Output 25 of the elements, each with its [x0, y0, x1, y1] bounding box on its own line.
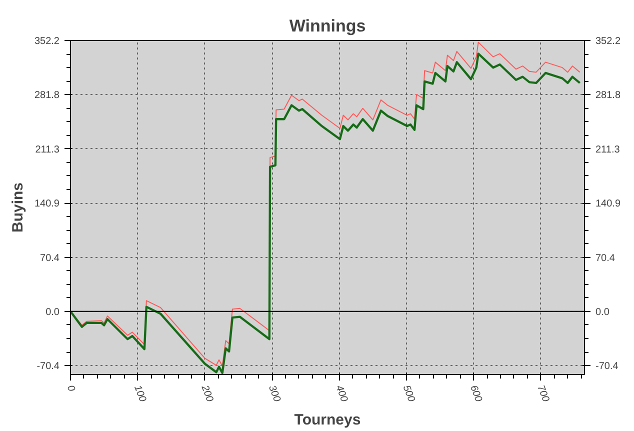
y-tick-label: 281.8	[34, 90, 60, 102]
x-tick-label: 600	[468, 384, 484, 404]
x-tick-label: 0	[64, 384, 77, 394]
y2-tick-label: 211.3	[596, 144, 620, 156]
x-tick-label: 700	[534, 384, 552, 404]
y-tick-label: 352.2	[34, 36, 60, 47]
y-tick-label: 70.4	[40, 252, 60, 264]
y2-tick-label: -70.4	[596, 361, 619, 372]
y2-tick-label: 70.4	[596, 252, 616, 264]
x-axis-title: Tourneys	[294, 412, 361, 429]
x-tick-label: 100	[132, 384, 148, 404]
y2-tick-label: 140.9	[596, 198, 621, 210]
y-tick-label: 140.9	[34, 198, 60, 210]
chart-title: Winnings	[289, 16, 366, 36]
y2-tick-label: 281.8	[596, 90, 621, 102]
y-tick-label: 211.3	[35, 144, 60, 156]
x-tick-label: 300	[266, 384, 282, 404]
y-axis-title: Buyins	[9, 182, 26, 233]
x-tick-label: 500	[400, 384, 417, 404]
y-tick-label: -70.4	[36, 361, 60, 372]
y2-tick-label: 352.2	[596, 36, 621, 47]
x-tick-label: 400	[333, 384, 350, 404]
y2-tick-label: 0.0	[596, 306, 610, 318]
x-tick-label: 200	[198, 382, 216, 404]
y-tick-label: 0.0	[46, 306, 60, 318]
